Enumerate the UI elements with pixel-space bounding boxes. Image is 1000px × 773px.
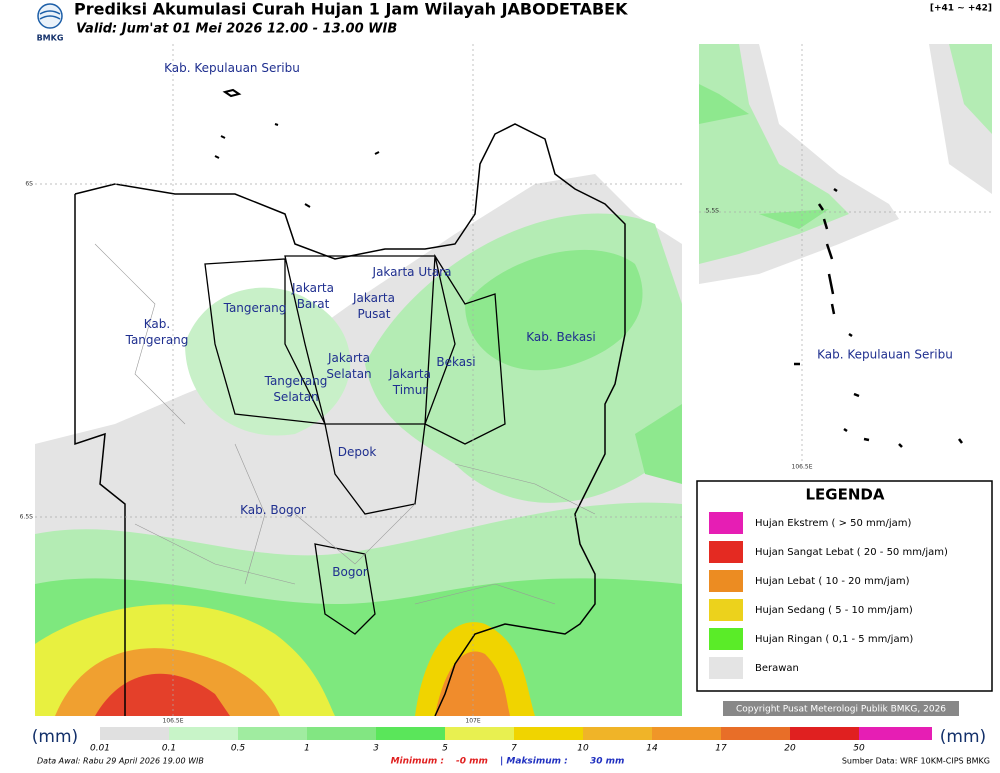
run-label: [+41 ~ +42] xyxy=(930,4,992,14)
legend-swatch xyxy=(709,628,743,650)
region-label-line: Depok xyxy=(338,445,377,459)
region-label-line: Jakarta xyxy=(352,291,395,305)
lat-label: 6S xyxy=(25,181,33,188)
colorbar-label: 17 xyxy=(715,744,727,754)
region-label-line: Kab. Kepulauan Seribu xyxy=(164,61,300,75)
region-label: Kab. Bekasi xyxy=(526,330,596,344)
region-label: Jakarta Selatan xyxy=(326,351,371,381)
max-label: | Maksimum : xyxy=(500,757,568,767)
lat-label: 5.5S xyxy=(706,208,720,215)
colorbar-label: 0.1 xyxy=(162,744,176,754)
region-label: Bogor xyxy=(332,565,368,579)
legend-label: Hujan Lebat ( 10 - 20 mm/jam) xyxy=(755,576,910,587)
colorbar-label: 14 xyxy=(646,744,658,754)
colorbar-segment xyxy=(100,727,169,740)
colorbar-label: 1 xyxy=(304,744,310,754)
lon-label: 106.5E xyxy=(163,718,184,725)
region-label: Tangerang xyxy=(223,301,287,315)
region-label: Kab. Tangerang xyxy=(125,317,189,347)
region-label: Jakarta Barat xyxy=(291,281,334,311)
colorbar-segment xyxy=(169,727,238,740)
colorbar-label: 10 xyxy=(577,744,589,754)
colorbar-segment xyxy=(721,727,790,740)
colorbar-label: 7 xyxy=(511,744,517,754)
region-label-line: Jakarta xyxy=(327,351,370,365)
region-label-line: Pusat xyxy=(358,307,391,321)
colorbar-label: 5 xyxy=(442,744,448,754)
region-label-line: Bekasi xyxy=(436,355,475,369)
colorbar-segment xyxy=(307,727,376,740)
legend-swatch xyxy=(709,599,743,621)
legend-label: Hujan Sangat Lebat ( 20 - 50 mm/jam) xyxy=(755,547,948,558)
legend-label: Hujan Ringan ( 0,1 - 5 mm/jam) xyxy=(755,634,913,645)
title: Prediksi Akumulasi Curah Hujan 1 Jam Wil… xyxy=(74,0,628,19)
copyright-bg xyxy=(723,701,959,716)
subtitle: Valid: Jum'at 01 Mei 2026 12.00 - 13.00 … xyxy=(76,22,397,37)
region-label: Kab. Bogor xyxy=(240,503,306,517)
region-label: Jakarta Utara xyxy=(372,265,452,279)
colorbar-label: 0.5 xyxy=(231,744,246,754)
region-label: Jakarta Pusat xyxy=(352,291,395,321)
region-label: Depok xyxy=(338,445,377,459)
legend-box xyxy=(696,480,993,692)
legend-label: Berawan xyxy=(755,663,799,674)
region-label-line: Jakarta xyxy=(388,367,431,381)
region-label: Bekasi xyxy=(436,355,475,369)
lat-label: 6.5S xyxy=(20,514,34,521)
unit-right: (mm) xyxy=(940,727,986,747)
colorbar-label: 3 xyxy=(373,744,379,754)
region-label-line: Kab. Bekasi xyxy=(526,330,596,344)
region-label-line: Jakarta xyxy=(291,281,334,295)
region-label-line: Kab. xyxy=(144,317,170,331)
legend-label: Hujan Ekstrem ( > 50 mm/jam) xyxy=(755,518,912,529)
region-label-line: Timur xyxy=(392,383,428,397)
region-label: Kab. Kepulauan Seribu xyxy=(164,61,300,75)
region-label-line: Tangerang xyxy=(223,301,287,315)
colorbar-segment xyxy=(514,727,583,740)
main-map xyxy=(35,44,682,716)
region-label: Tangerang Selatan xyxy=(264,374,328,404)
lon-label: 107E xyxy=(465,718,480,725)
lon-label: 106.5E xyxy=(792,464,813,471)
logo: BMKG xyxy=(37,3,64,43)
region-label: Jakarta Timur xyxy=(388,367,431,397)
region-label-line: Selatan xyxy=(326,367,371,381)
colorbar-segment xyxy=(238,727,307,740)
legend-swatch xyxy=(709,512,743,534)
colorbar-segment xyxy=(583,727,652,740)
colorbar-segment xyxy=(859,727,932,740)
legend-swatch xyxy=(709,570,743,592)
legend-swatch xyxy=(709,541,743,563)
inset-region-label: Kab. Kepulauan Seribu xyxy=(817,348,953,362)
region-label-line: Tangerang xyxy=(125,333,189,347)
min-label: Minimum : xyxy=(391,757,444,767)
data-awal: Data Awal: Rabu 29 April 2026 19.00 WIB xyxy=(37,757,204,766)
region-label-line: Jakarta Utara xyxy=(372,265,452,279)
copyright: Copyright Pusat Meterologi Publik BMKG, … xyxy=(736,705,946,715)
source: Sumber Data: WRF 10KM-CIPS BMKG xyxy=(842,757,990,766)
colorbar-segment xyxy=(376,727,445,740)
legend-label: Hujan Sedang ( 5 - 10 mm/jam) xyxy=(755,605,913,616)
unit-left: (mm) xyxy=(32,727,78,747)
colorbar-segment xyxy=(652,727,721,740)
region-label-line: Tangerang xyxy=(264,374,328,388)
max-value: 30 mm xyxy=(590,757,624,767)
colorbar-segment xyxy=(445,727,514,740)
colorbar-label: 20 xyxy=(784,744,796,754)
region-label-line: Kab. Bogor xyxy=(240,503,306,517)
inset-map xyxy=(699,44,992,462)
region-label-line: Selatan xyxy=(273,390,318,404)
region-label-line: Bogor xyxy=(332,565,368,579)
logo-text: BMKG xyxy=(37,34,64,43)
min-value: -0 mm xyxy=(456,757,488,767)
region-label-line: Barat xyxy=(297,297,330,311)
legend-swatch xyxy=(709,657,743,679)
colorbar-label: 50 xyxy=(853,744,865,754)
colorbar-segment xyxy=(790,727,859,740)
colorbar-label: 0.01 xyxy=(90,744,110,754)
legend-title: LEGENDA xyxy=(806,486,885,504)
